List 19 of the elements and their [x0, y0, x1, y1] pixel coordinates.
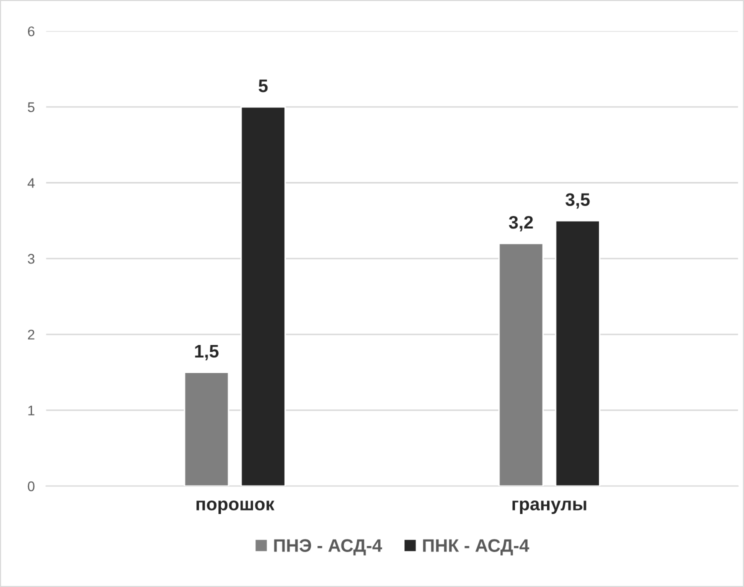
y-tick-label: 1	[28, 406, 34, 416]
y-tick-label: 3	[28, 254, 34, 264]
bar	[184, 372, 230, 486]
x-tick-label: гранулы	[512, 500, 586, 514]
bar	[240, 106, 286, 486]
bar	[498, 242, 544, 486]
bar	[554, 220, 600, 486]
data-label: 3,2	[508, 216, 533, 232]
data-label: 3,5	[566, 193, 590, 209]
legend-label: ПНЭ - АСД-4	[274, 539, 382, 556]
legend-label: ПНК - АСД-4	[423, 539, 530, 556]
y-tick-label: 0	[28, 481, 34, 492]
y-tick-label: 5	[28, 102, 34, 112]
y-tick-label: 4	[28, 178, 35, 188]
data-label: 5	[258, 80, 268, 92]
y-tick-label: 6	[28, 26, 34, 36]
data-label: 1,5	[195, 345, 219, 360]
x-tick-label: порошок	[196, 500, 274, 514]
y-tick-label: 2	[28, 330, 34, 340]
